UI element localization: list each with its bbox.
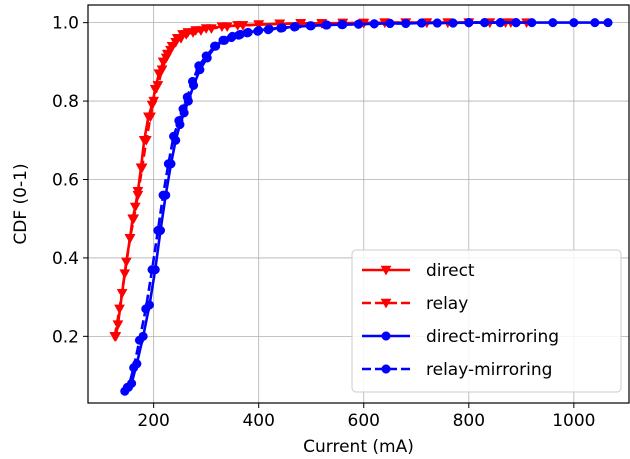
data-point-relay-mirroring	[495, 18, 505, 28]
data-point-relay	[175, 34, 187, 44]
data-point-relay	[195, 26, 207, 37]
data-point-relay-mirroring	[169, 131, 179, 141]
data-point-relay	[180, 30, 192, 40]
data-point-relay-mirroring	[276, 23, 286, 33]
data-point-relay-mirroring	[416, 18, 427, 28]
data-point-relay-mirroring	[123, 382, 133, 392]
y-tick-label: 0.6	[52, 170, 79, 190]
data-point-relay	[119, 269, 131, 280]
data-point-relay-mirroring	[194, 61, 204, 71]
data-point-relay	[124, 234, 136, 244]
data-point-relay	[237, 21, 249, 31]
data-point-relay-mirroring	[464, 18, 474, 28]
data-point-relay	[160, 53, 172, 64]
x-tick-label: 400	[242, 411, 274, 431]
data-point-relay-mirroring	[174, 116, 184, 126]
data-point-relay-mirroring	[129, 363, 139, 373]
data-point-relay-mirroring	[158, 190, 168, 200]
data-point-relay-mirroring	[210, 41, 220, 51]
data-point-direct-mirroring	[569, 18, 579, 28]
legend: direct relay direct-mirroring relay-mirrori…	[351, 249, 622, 393]
legend-entry-direct-mirroring: direct-mirroring	[362, 327, 559, 347]
data-point-relay	[253, 20, 265, 31]
data-point-relay-mirroring	[163, 159, 173, 169]
data-point-relay-mirroring	[187, 76, 198, 87]
data-point-relay-mirroring	[321, 20, 331, 30]
data-point-relay	[140, 136, 152, 146]
data-point-relay-mirroring	[337, 20, 347, 30]
data-point-relay-mirroring	[353, 19, 364, 29]
data-point-relay	[132, 190, 144, 201]
series-relay-mirroring	[120, 18, 521, 396]
x-tick-label: 600	[348, 411, 380, 431]
legend-label: direct	[426, 261, 475, 281]
data-point-relay	[114, 304, 125, 315]
data-point-relay-mirroring	[178, 104, 188, 114]
data-point-relay-mirroring	[448, 18, 458, 28]
data-point-relay-mirroring	[369, 19, 379, 29]
data-point-relay	[221, 22, 233, 33]
data-point-relay-mirroring	[234, 30, 244, 40]
data-point-relay-mirroring	[432, 18, 442, 28]
data-point-direct-mirroring	[548, 18, 558, 28]
legend-marker	[380, 298, 392, 309]
series-line-relay-mirroring	[123, 21, 517, 393]
data-point-direct-mirroring	[527, 18, 537, 28]
legend-marker	[380, 265, 392, 276]
data-point-relay-mirroring	[385, 18, 395, 28]
legend-entry-relay-mirroring: relay-mirroring	[362, 360, 552, 380]
data-point-relay-mirroring	[147, 265, 157, 275]
data-point-relay-mirroring	[201, 51, 211, 61]
x-tick-label: 200	[137, 411, 169, 431]
data-point-relay	[170, 38, 182, 48]
plot-frame	[87, 4, 630, 404]
data-point-relay-mirroring	[289, 22, 299, 32]
y-tick-label: 0.8	[52, 92, 79, 112]
data-point-relay-mirroring	[153, 225, 163, 236]
data-point-relay-mirroring	[253, 26, 263, 36]
legend-marker	[381, 331, 391, 341]
data-point-relay	[128, 214, 140, 225]
data-point-relay-mirroring	[401, 18, 411, 28]
y-tick-label: 1.0	[52, 14, 79, 34]
legend-label: direct-mirroring	[426, 327, 559, 347]
data-point-direct-mirroring	[603, 18, 613, 28]
data-point-relay	[187, 28, 199, 38]
data-point-relay	[156, 65, 168, 76]
data-point-relay-mirroring	[511, 18, 521, 28]
data-point-relay-mirroring	[218, 35, 228, 45]
legend-label: relay	[426, 294, 468, 314]
legend-box	[351, 249, 622, 393]
legend-entry-relay: relay	[362, 294, 468, 314]
y-tick-label: 0.2	[52, 327, 79, 347]
data-point-relay	[165, 45, 176, 56]
data-point-relay-mirroring	[141, 304, 151, 314]
x-tick-label: 1000	[552, 411, 595, 431]
y-tick-label: 0.4	[52, 249, 79, 269]
data-point-relay	[152, 81, 164, 91]
data-point-relay	[206, 24, 217, 35]
data-point-relay	[109, 332, 121, 342]
data-point-relay-mirroring	[480, 18, 490, 28]
data-point-direct-mirroring	[590, 18, 600, 28]
data-point-relay-mirroring	[182, 92, 192, 102]
legend-label: relay-mirroring	[426, 360, 552, 380]
data-point-relay-mirroring	[305, 21, 315, 31]
series-layer	[109, 18, 613, 396]
y-axis-label: CDF (0-1)	[11, 163, 31, 244]
x-tick-label: 800	[453, 411, 485, 431]
tick-marks: 200 400 600 800 1000 0.2 0.4 0.6 0.8 1.0	[52, 14, 596, 431]
x-axis-label: Current (mA)	[303, 437, 414, 457]
data-point-relay	[136, 163, 148, 174]
data-point-relay	[145, 112, 156, 123]
data-point-relay-mirroring	[134, 335, 145, 345]
data-point-relay-mirroring	[242, 28, 252, 38]
data-point-relay	[148, 96, 160, 107]
legend-entry-direct: direct	[362, 261, 475, 281]
data-point-relay-mirroring	[263, 25, 273, 35]
legend-marker	[381, 364, 391, 374]
